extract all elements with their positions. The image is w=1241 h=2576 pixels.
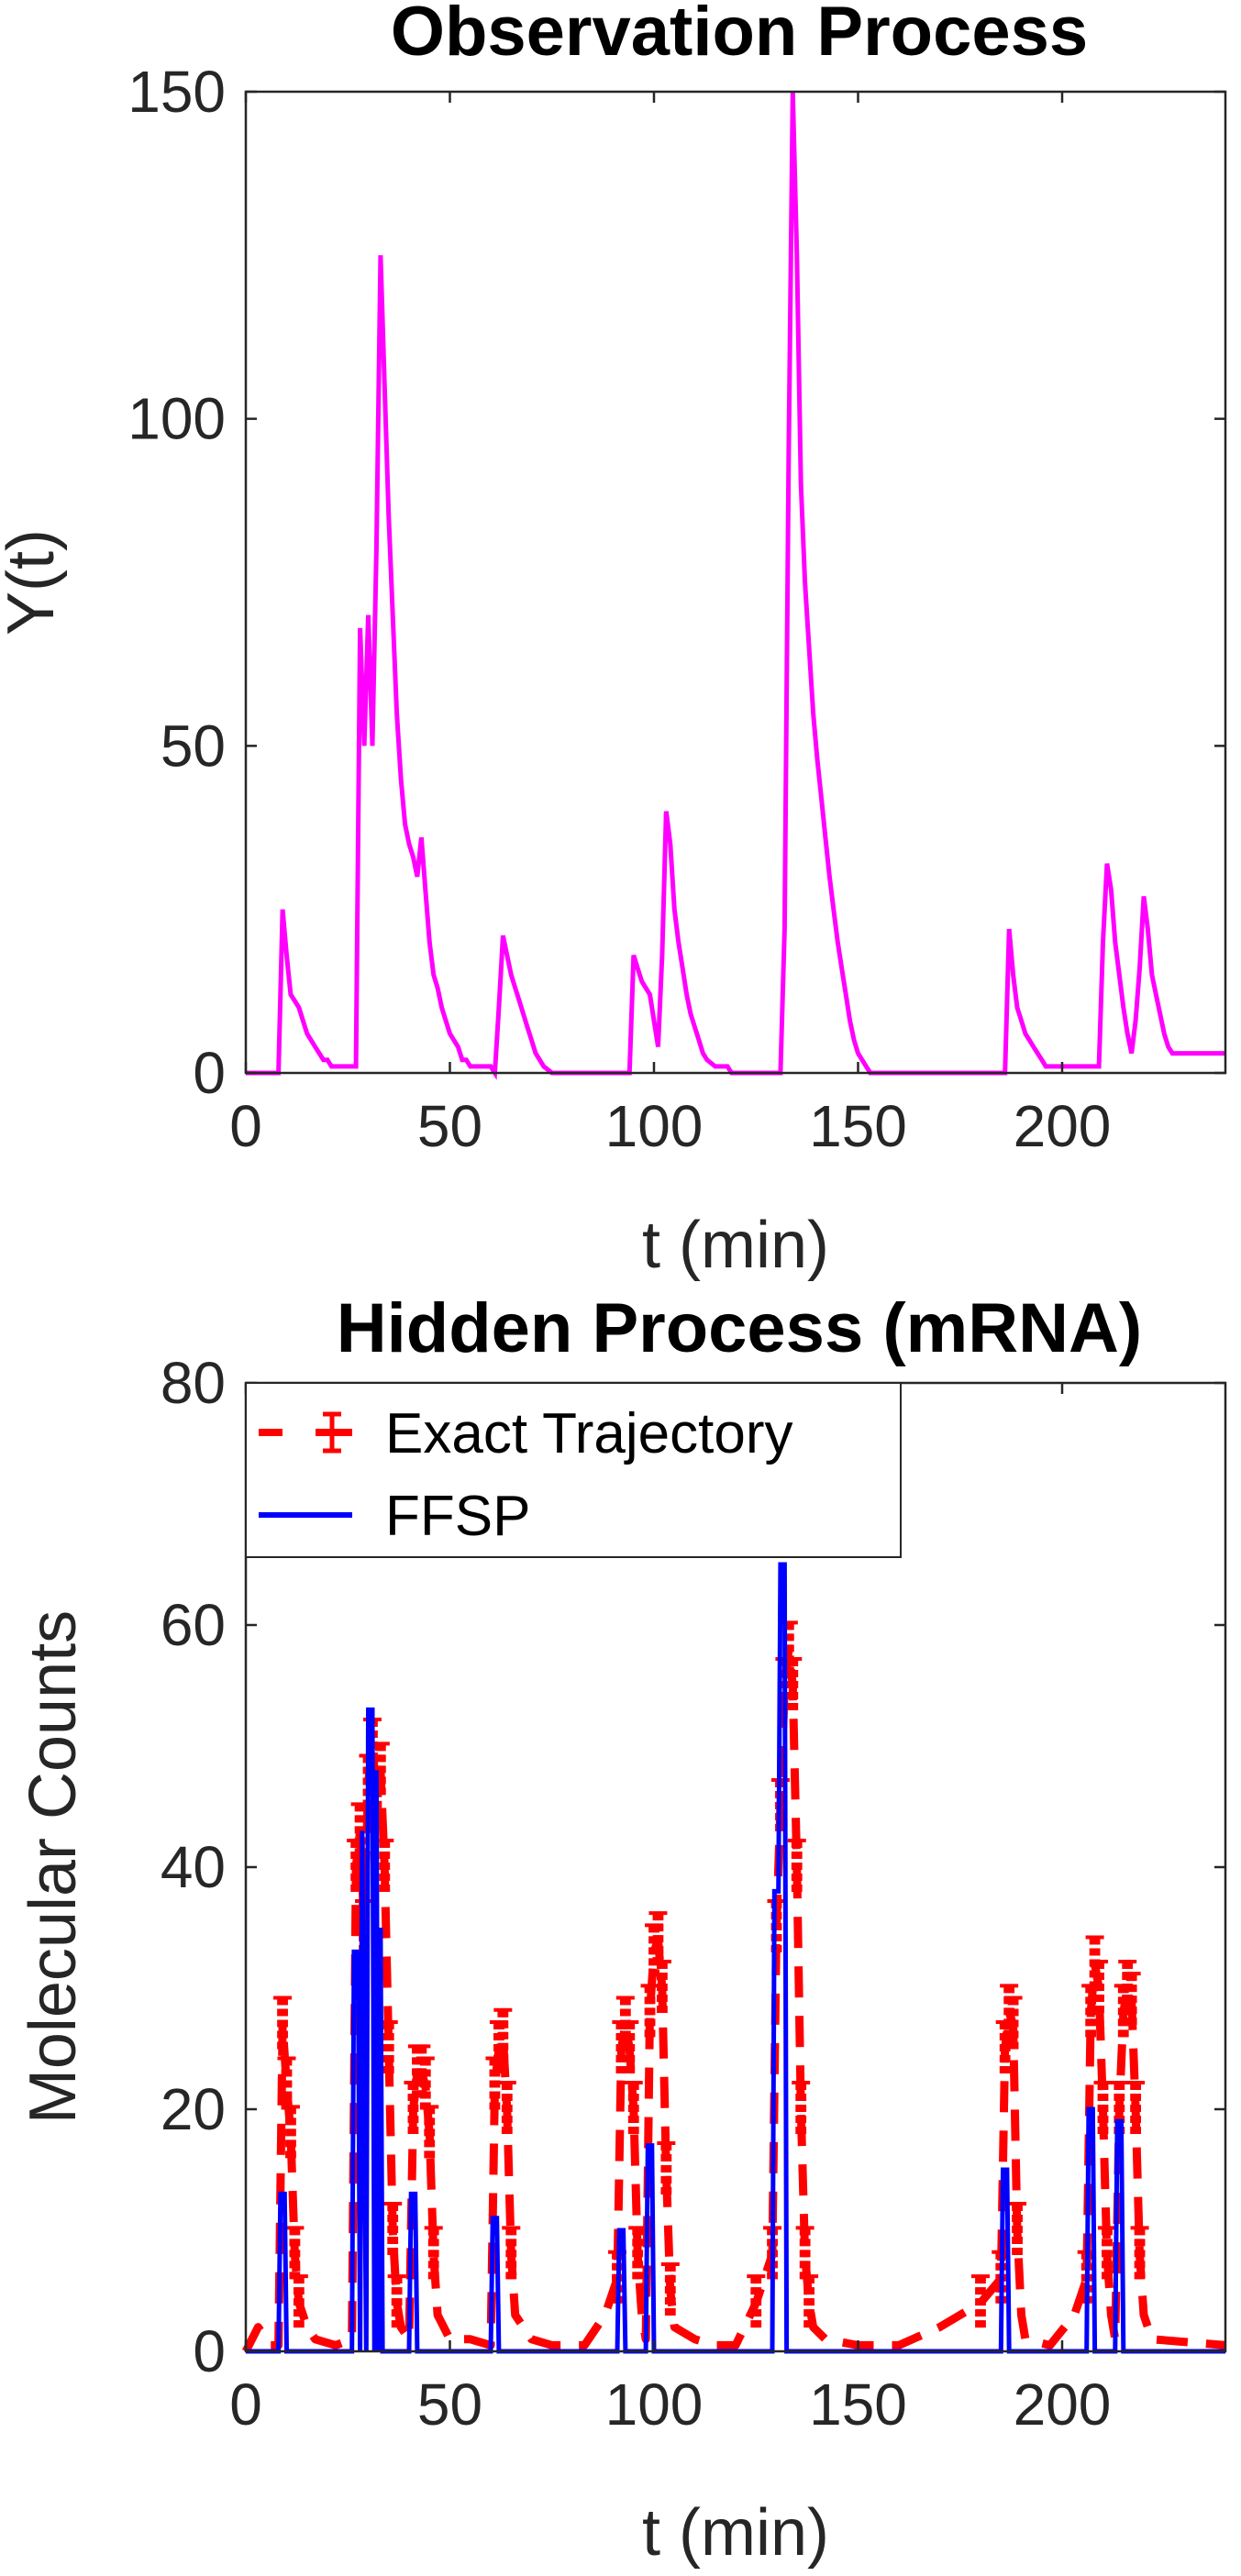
hidden-process-series [241,1562,1226,2354]
legend-item-exact-trajectory: Exact Trajectory [259,1402,792,1465]
y-tick-label: 60 [161,1592,226,1658]
x-tick-label: 0 [229,2371,262,2438]
chart-title: Observation Process [391,0,1088,71]
series-exact-trajectory [241,1620,1226,2354]
legend: Exact Trajectory FFSP [245,1382,902,1558]
y-tick-label: 50 [161,713,226,779]
x-tick-label: 200 [1014,2371,1112,2438]
x-tick-label: 100 [605,1093,704,1159]
plot-frame [244,90,1227,1075]
y-tick-label: 0 [193,2318,226,2384]
series-line [246,91,1225,1080]
y-tick-label: 150 [127,59,226,125]
observation-series [246,91,1225,1080]
x-tick-label: 200 [1014,1093,1112,1159]
x-axis-ticks: 0 50 100 150 200 [229,1383,1111,2438]
x-axis-label: t (min) [642,1209,829,1282]
legend-item-ffsp: FFSP [259,1485,530,1548]
y-tick-label: 100 [127,386,226,452]
x-tick-label: 50 [417,2371,482,2438]
x-tick-label: 0 [229,1093,262,1159]
series-line [241,1644,1226,2354]
x-tick-label: 150 [809,2371,907,2438]
y-tick-label: 40 [161,1834,226,1900]
y-axis-ticks: 0 20 40 60 80 [161,1350,1225,2384]
y-tick-label: 0 [193,1040,226,1106]
y-axis-ticks: 0 50 100 150 [127,59,1225,1106]
y-axis-label: Y(t) [0,529,68,636]
x-tick-label: 100 [605,2371,704,2438]
legend-label: Exact Trajectory [385,1402,792,1465]
observation-panel: Observation Process 0 50 100 150 200 0 50 100 1… [0,0,1227,1282]
legend-label: FFSP [385,1485,530,1548]
legend-box [245,1382,902,1558]
x-tick-label: 50 [417,1093,482,1159]
x-axis-label: t (min) [642,2496,829,2570]
x-axis-ticks: 0 50 100 150 200 [229,92,1111,1159]
x-tick-label: 150 [809,1093,907,1159]
y-tick-label: 20 [161,2076,226,2142]
hidden-process-panel: Hidden Process (mRNA) 0 50 100 150 200 0 20 40… [17,1289,1227,2570]
y-axis-label: Molecular Counts [17,1610,90,2124]
chart-title: Hidden Process (mRNA) [337,1289,1142,1367]
y-tick-label: 80 [161,1350,226,1416]
